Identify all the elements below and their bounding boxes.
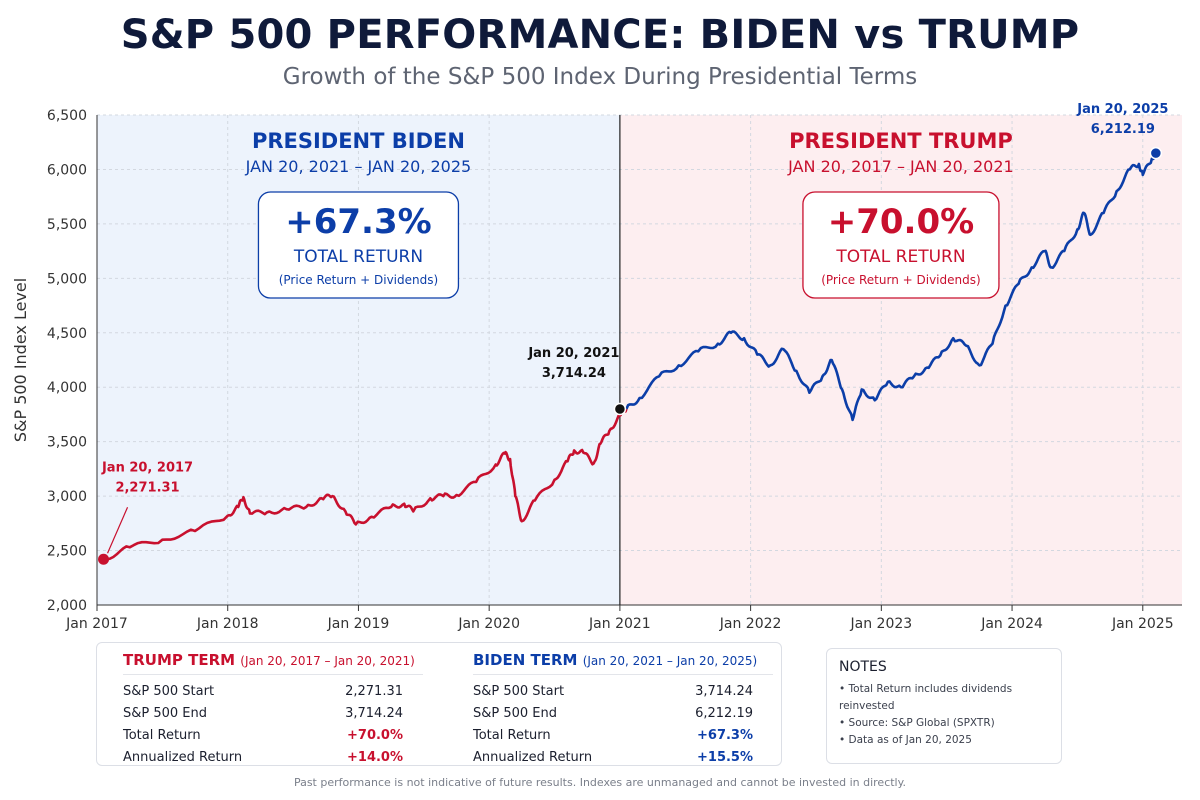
term-summary-panel: TRUMP TERM (Jan 20, 2017 – Jan 20, 2021)… xyxy=(96,642,782,766)
y-tick-label: 2,500 xyxy=(47,544,87,560)
y-tick-label: 5,500 xyxy=(47,217,87,233)
table-row: S&P 500 Start 3,714.24 xyxy=(473,681,773,703)
biden-return-note: (Price Return + Dividends) xyxy=(279,273,438,287)
row-value: +15.5% xyxy=(697,750,753,765)
biden-panel-heading: PRESIDENT BIDEN xyxy=(252,129,465,153)
trump-term-heading: TRUMP TERM (Jan 20, 2017 – Jan 20, 2021) xyxy=(123,651,423,675)
trump-term-title: TRUMP TERM xyxy=(123,651,236,669)
transition-marker xyxy=(613,402,627,416)
row-value: +67.3% xyxy=(697,728,753,743)
row-value: +14.0% xyxy=(347,750,403,765)
table-row: S&P 500 End 6,212.19 xyxy=(473,703,773,725)
transition-value: 3,714.24 xyxy=(542,366,606,381)
x-tick-label: Jan 2024 xyxy=(980,616,1043,632)
trump-term-range: (Jan 20, 2017 – Jan 20, 2021) xyxy=(240,654,415,668)
y-tick-label: 3,500 xyxy=(47,435,87,451)
trump-return-value: +70.0% xyxy=(828,202,974,242)
row-label: S&P 500 Start xyxy=(473,684,565,699)
chart-subtitle: Growth of the S&P 500 Index During Presi… xyxy=(282,64,918,90)
trump-start-date: Jan 20, 2017 xyxy=(101,460,193,475)
biden-term-range: (Jan 20, 2021 – Jan 20, 2025) xyxy=(582,654,758,668)
y-tick-label: 6,000 xyxy=(47,162,87,178)
row-label: Annualized Return xyxy=(473,750,593,765)
y-tick-label: 4,500 xyxy=(47,326,87,342)
row-value: 3,714.24 xyxy=(695,684,753,699)
row-label: S&P 500 End xyxy=(123,706,208,721)
list-item: Total Return includes dividends reinvest… xyxy=(839,681,1049,715)
row-value: 2,271.31 xyxy=(345,684,403,699)
y-tick-label: 2,000 xyxy=(47,598,87,614)
row-label: Total Return xyxy=(473,728,551,743)
table-row: Annualized Return +15.5% xyxy=(473,747,773,769)
notes-box: NOTES Total Return includes dividends re… xyxy=(826,648,1062,764)
leader-line xyxy=(106,507,129,554)
biden-term-title: BIDEN TERM xyxy=(473,651,578,669)
row-label: Total Return xyxy=(123,728,201,743)
series-line-trump-term xyxy=(103,408,628,561)
biden-return-value: +67.3% xyxy=(285,202,431,242)
list-item: Data as of Jan 20, 2025 xyxy=(839,732,1049,749)
notes-list: Total Return includes dividends reinvest… xyxy=(839,681,1049,749)
table-row: Total Return +70.0% xyxy=(123,725,423,747)
x-tick-label: Jan 2019 xyxy=(327,616,390,632)
chart-title: S&P 500 PERFORMANCE: BIDEN vs TRUMP xyxy=(120,12,1080,58)
trump-term-summary: TRUMP TERM (Jan 20, 2017 – Jan 20, 2021)… xyxy=(123,651,423,769)
y-tick-label: 6,500 xyxy=(47,108,87,124)
biden-return-box xyxy=(257,191,460,299)
row-value: 6,212.19 xyxy=(695,706,753,721)
row-label: Annualized Return xyxy=(123,750,243,765)
biden-term-summary: BIDEN TERM (Jan 20, 2021 – Jan 20, 2025)… xyxy=(473,651,773,769)
trump-start-value: 2,271.31 xyxy=(115,480,179,495)
trump-return-label: TOTAL RETURN xyxy=(835,247,965,267)
x-tick-label: Jan 2021 xyxy=(588,616,651,632)
row-value: +70.0% xyxy=(347,728,403,743)
trump-return-box xyxy=(802,191,1000,299)
biden-term-heading: BIDEN TERM (Jan 20, 2021 – Jan 20, 2025) xyxy=(473,651,773,675)
shaded-region-trump xyxy=(619,115,1182,605)
trump-panel-dates: JAN 20, 2017 – JAN 20, 2021 xyxy=(787,157,1014,176)
trump-start-marker xyxy=(98,553,110,565)
x-tick-label: Jan 2020 xyxy=(457,616,520,632)
biden-end-value: 6,212.19 xyxy=(1091,122,1155,137)
biden-return-label: TOTAL RETURN xyxy=(293,247,423,267)
trump-return-note: (Price Return + Dividends) xyxy=(821,273,980,287)
transition-date: Jan 20, 2021 xyxy=(527,346,619,361)
table-row: Total Return +67.3% xyxy=(473,725,773,747)
disclaimer: Past performance is not indicative of fu… xyxy=(293,776,907,789)
x-tick-label: Jan 2018 xyxy=(196,616,259,632)
y-tick-label: 4,000 xyxy=(47,380,87,396)
biden-end-date: Jan 20, 2025 xyxy=(1076,102,1168,117)
x-tick-label: Jan 2017 xyxy=(65,616,128,632)
x-tick-label: Jan 2022 xyxy=(719,616,782,632)
biden-panel-dates: JAN 20, 2021 – JAN 20, 2025 xyxy=(245,157,472,176)
biden-end-marker xyxy=(1149,146,1163,160)
table-row: Annualized Return +14.0% xyxy=(123,747,423,769)
notes-title: NOTES xyxy=(839,659,887,675)
row-value: 3,714.24 xyxy=(345,706,403,721)
trump-panel-heading: PRESIDENT TRUMP xyxy=(789,129,1013,153)
y-axis-label: S&P 500 Index Level xyxy=(11,278,30,442)
table-row: S&P 500 End 3,714.24 xyxy=(123,703,423,725)
x-tick-label: Jan 2023 xyxy=(850,616,913,632)
x-tick-label: Jan 2025 xyxy=(1111,616,1174,632)
list-item: Source: S&P Global (SPXTR) xyxy=(839,715,1049,732)
series-line-biden-term xyxy=(625,150,1158,422)
y-tick-label: 5,000 xyxy=(47,271,87,287)
table-row: S&P 500 Start 2,271.31 xyxy=(123,681,423,703)
y-tick-label: 3,000 xyxy=(47,489,87,505)
row-label: S&P 500 Start xyxy=(123,684,215,699)
row-label: S&P 500 End xyxy=(473,706,558,721)
